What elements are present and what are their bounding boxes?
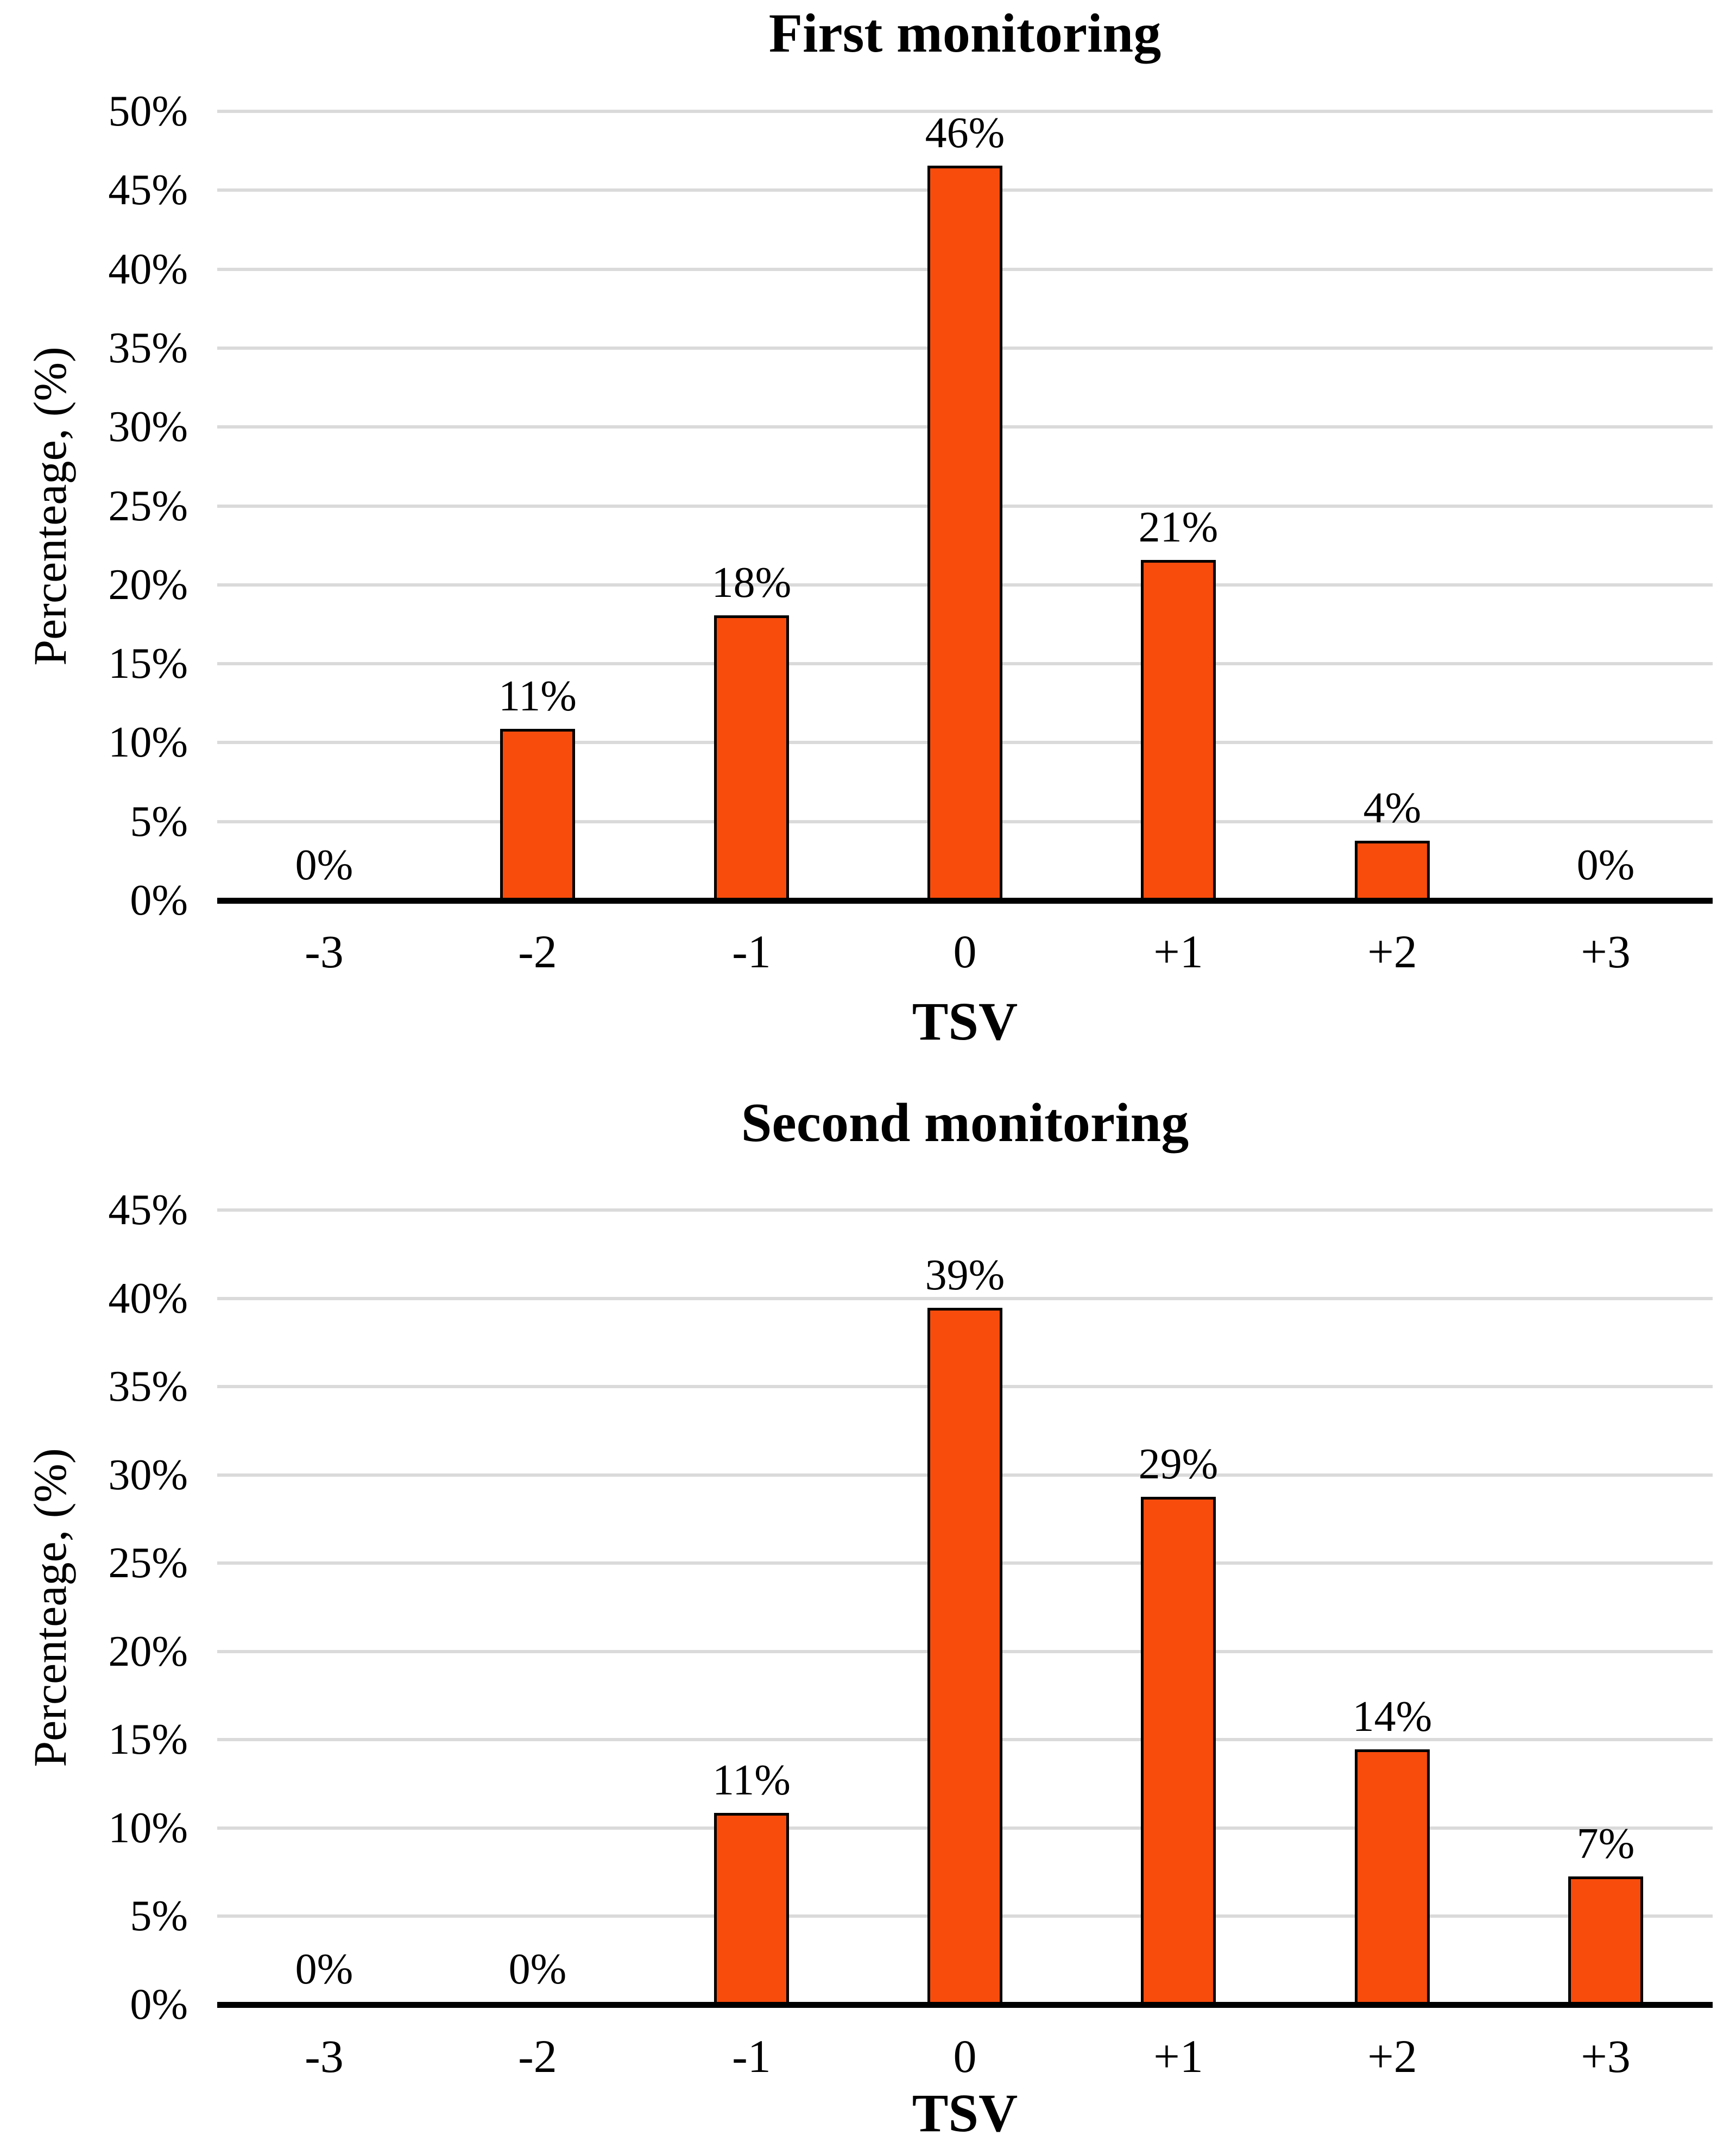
bar [1355,1749,1430,2007]
x-tick-label: -2 [518,2030,557,2082]
y-tick-label: 5% [130,798,188,846]
x-tick-label: +2 [1367,925,1417,978]
bar-value-label: 18% [711,559,792,607]
bar-value-label: 0% [295,841,353,889]
y-tick-label: 15% [108,1716,188,1763]
bar-value-label: 46% [925,109,1005,157]
bar [714,1813,789,2007]
bar [714,615,789,903]
x-tick-label: -1 [732,2030,771,2082]
bar-value-label: 11% [712,1756,791,1804]
bar [1141,1497,1216,2007]
x-tick-label: -1 [732,925,771,978]
y-tick-label: 45% [108,166,188,214]
bar [500,729,575,903]
gridline [217,1208,1713,1212]
x-tick-label: +1 [1153,925,1203,978]
bar-value-label: 11% [498,672,577,720]
x-tick-label: 0 [953,2030,977,2082]
y-tick-label: 40% [108,245,188,293]
x-axis-line [217,898,1713,904]
y-tick-label: 0% [130,877,188,924]
x-tick-label: +3 [1581,925,1631,978]
y-tick-label: 25% [108,482,188,530]
x-tick-label: -3 [305,2030,344,2082]
y-tick-label: 10% [108,719,188,766]
chart-title: Second monitoring [741,1092,1189,1154]
x-tick-label: 0 [953,925,977,978]
y-tick-label: 5% [130,1892,188,1940]
y-tick-label: 50% [108,87,188,135]
bar-value-label: 0% [295,1945,353,1993]
y-tick-label: 35% [108,1363,188,1410]
bar [927,1308,1002,2007]
x-axis-title: TSV [912,2083,1018,2143]
bar-value-label: 0% [508,1945,567,1993]
x-axis-title: TSV [912,991,1018,1051]
y-tick-label: 20% [108,561,188,609]
y-tick-label: 20% [108,1628,188,1675]
x-tick-label: +1 [1153,2030,1203,2082]
x-tick-label: -3 [305,925,344,978]
y-tick-label: 0% [130,1981,188,2029]
y-tick-label: 15% [108,640,188,688]
bar-value-label: 7% [1576,1820,1635,1868]
chart-title: First monitoring [768,3,1161,64]
y-tick-label: 30% [108,403,188,451]
y-tick-label: 10% [108,1804,188,1852]
y-tick-label: 30% [108,1451,188,1499]
bar [927,166,1002,903]
x-tick-label: +2 [1367,2030,1417,2082]
bar [1568,1876,1643,2007]
bar-value-label: 29% [1138,1440,1219,1488]
gridline [217,110,1713,113]
x-axis-line [217,2002,1713,2008]
bar-value-label: 0% [1576,841,1635,889]
gridline [217,1297,1713,1300]
y-tick-label: 40% [108,1275,188,1322]
x-tick-label: -2 [518,925,557,978]
bar-value-label: 21% [1138,503,1219,551]
bar-value-label: 14% [1352,1693,1432,1741]
x-tick-label: +3 [1581,2030,1631,2082]
y-tick-label: 25% [108,1539,188,1587]
y-tick-label: 45% [108,1186,188,1234]
bar-value-label: 4% [1363,784,1422,832]
bar-value-label: 39% [925,1251,1005,1299]
y-tick-label: 35% [108,324,188,372]
